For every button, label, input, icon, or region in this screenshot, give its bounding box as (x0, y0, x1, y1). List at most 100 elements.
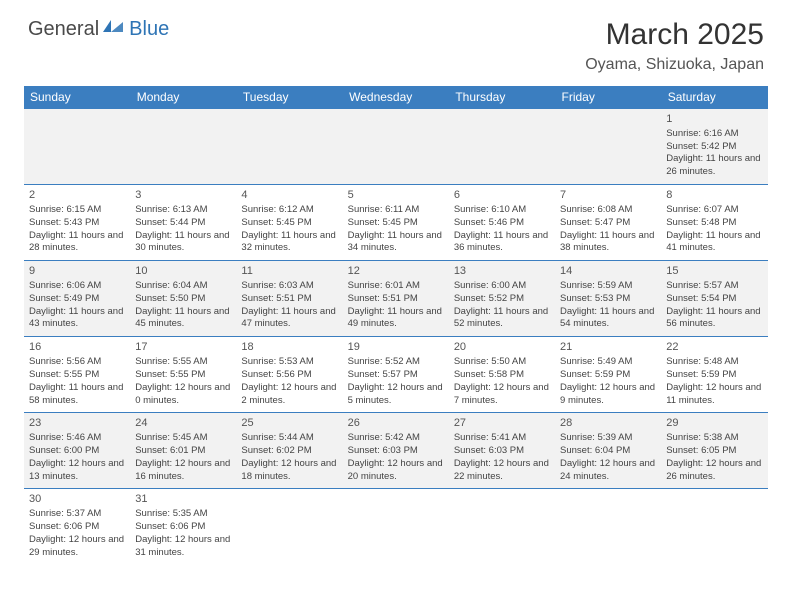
sunset-line: Sunset: 5:45 PM (348, 217, 444, 230)
sunset-line: Sunset: 5:55 PM (135, 369, 231, 382)
calendar-cell: 19Sunrise: 5:52 AMSunset: 5:57 PMDayligh… (343, 337, 449, 413)
sunset-line: Sunset: 5:58 PM (454, 369, 550, 382)
day-number: 28 (560, 416, 656, 431)
calendar-cell-empty (555, 109, 661, 185)
daylight-line: Daylight: 12 hours and 24 minutes. (560, 458, 656, 484)
daylight-line: Daylight: 12 hours and 16 minutes. (135, 458, 231, 484)
calendar-cell: 1Sunrise: 6:16 AMSunset: 5:42 PMDaylight… (661, 109, 767, 185)
calendar-cell: 25Sunrise: 5:44 AMSunset: 6:02 PMDayligh… (236, 413, 342, 489)
daylight-line: Daylight: 11 hours and 36 minutes. (454, 230, 550, 256)
calendar-cell-empty (555, 489, 661, 565)
day-number: 5 (348, 188, 444, 203)
sunrise-line: Sunrise: 6:12 AM (241, 204, 337, 217)
daylight-line: Daylight: 11 hours and 28 minutes. (29, 230, 125, 256)
day-number: 21 (560, 340, 656, 355)
sunrise-line: Sunrise: 5:55 AM (135, 356, 231, 369)
sunset-line: Sunset: 5:51 PM (241, 293, 337, 306)
day-number: 14 (560, 264, 656, 279)
weekday-header: Wednesday (343, 86, 449, 109)
calendar-cell-empty (236, 109, 342, 185)
sunrise-line: Sunrise: 6:07 AM (666, 204, 762, 217)
calendar-cell: 12Sunrise: 6:01 AMSunset: 5:51 PMDayligh… (343, 261, 449, 337)
daylight-line: Daylight: 12 hours and 22 minutes. (454, 458, 550, 484)
calendar-cell: 17Sunrise: 5:55 AMSunset: 5:55 PMDayligh… (130, 337, 236, 413)
calendar-cell: 14Sunrise: 5:59 AMSunset: 5:53 PMDayligh… (555, 261, 661, 337)
sunrise-line: Sunrise: 5:37 AM (29, 508, 125, 521)
calendar-cell: 31Sunrise: 5:35 AMSunset: 6:06 PMDayligh… (130, 489, 236, 565)
calendar-cell-empty (343, 109, 449, 185)
sunset-line: Sunset: 6:02 PM (241, 445, 337, 458)
sunrise-line: Sunrise: 5:35 AM (135, 508, 231, 521)
logo: General Blue (28, 18, 169, 41)
sunrise-line: Sunrise: 6:11 AM (348, 204, 444, 217)
daylight-line: Daylight: 12 hours and 11 minutes. (666, 382, 762, 408)
sunset-line: Sunset: 5:53 PM (560, 293, 656, 306)
sunset-line: Sunset: 5:46 PM (454, 217, 550, 230)
sunset-line: Sunset: 6:03 PM (454, 445, 550, 458)
daylight-line: Daylight: 11 hours and 47 minutes. (241, 306, 337, 332)
weekday-header: Friday (555, 86, 661, 109)
sunset-line: Sunset: 5:57 PM (348, 369, 444, 382)
day-number: 1 (666, 112, 762, 127)
day-number: 4 (241, 188, 337, 203)
sunrise-line: Sunrise: 5:59 AM (560, 280, 656, 293)
month-title: March 2025 (585, 18, 764, 52)
sunset-line: Sunset: 5:49 PM (29, 293, 125, 306)
daylight-line: Daylight: 11 hours and 54 minutes. (560, 306, 656, 332)
sunset-line: Sunset: 6:00 PM (29, 445, 125, 458)
calendar-cell-empty (343, 489, 449, 565)
logo-text-general: General (28, 18, 99, 41)
logo-flag-icon (103, 18, 125, 41)
sunset-line: Sunset: 5:44 PM (135, 217, 231, 230)
sunrise-line: Sunrise: 5:41 AM (454, 432, 550, 445)
calendar-row: 9Sunrise: 6:06 AMSunset: 5:49 PMDaylight… (24, 261, 768, 337)
day-number: 18 (241, 340, 337, 355)
day-number: 8 (666, 188, 762, 203)
day-number: 16 (29, 340, 125, 355)
weekday-header: Monday (130, 86, 236, 109)
sunrise-line: Sunrise: 5:53 AM (241, 356, 337, 369)
daylight-line: Daylight: 11 hours and 41 minutes. (666, 230, 762, 256)
day-number: 27 (454, 416, 550, 431)
sunset-line: Sunset: 5:43 PM (29, 217, 125, 230)
calendar-row: 1Sunrise: 6:16 AMSunset: 5:42 PMDaylight… (24, 109, 768, 185)
day-number: 13 (454, 264, 550, 279)
calendar-cell: 10Sunrise: 6:04 AMSunset: 5:50 PMDayligh… (130, 261, 236, 337)
sunset-line: Sunset: 6:06 PM (29, 521, 125, 534)
sunset-line: Sunset: 5:50 PM (135, 293, 231, 306)
sunset-line: Sunset: 5:42 PM (666, 141, 762, 154)
calendar-cell: 3Sunrise: 6:13 AMSunset: 5:44 PMDaylight… (130, 185, 236, 261)
daylight-line: Daylight: 12 hours and 9 minutes. (560, 382, 656, 408)
calendar-cell: 22Sunrise: 5:48 AMSunset: 5:59 PMDayligh… (661, 337, 767, 413)
sunset-line: Sunset: 6:03 PM (348, 445, 444, 458)
daylight-line: Daylight: 12 hours and 29 minutes. (29, 534, 125, 560)
daylight-line: Daylight: 11 hours and 56 minutes. (666, 306, 762, 332)
calendar-cell: 15Sunrise: 5:57 AMSunset: 5:54 PMDayligh… (661, 261, 767, 337)
sunset-line: Sunset: 6:04 PM (560, 445, 656, 458)
daylight-line: Daylight: 12 hours and 0 minutes. (135, 382, 231, 408)
sunrise-line: Sunrise: 5:52 AM (348, 356, 444, 369)
sunrise-line: Sunrise: 5:39 AM (560, 432, 656, 445)
sunrise-line: Sunrise: 6:15 AM (29, 204, 125, 217)
sunrise-line: Sunrise: 6:13 AM (135, 204, 231, 217)
sunset-line: Sunset: 5:56 PM (241, 369, 337, 382)
daylight-line: Daylight: 11 hours and 49 minutes. (348, 306, 444, 332)
sunrise-line: Sunrise: 6:08 AM (560, 204, 656, 217)
day-number: 9 (29, 264, 125, 279)
day-number: 15 (666, 264, 762, 279)
daylight-line: Daylight: 11 hours and 26 minutes. (666, 153, 762, 179)
daylight-line: Daylight: 11 hours and 58 minutes. (29, 382, 125, 408)
daylight-line: Daylight: 12 hours and 18 minutes. (241, 458, 337, 484)
calendar-cell: 24Sunrise: 5:45 AMSunset: 6:01 PMDayligh… (130, 413, 236, 489)
calendar-cell: 8Sunrise: 6:07 AMSunset: 5:48 PMDaylight… (661, 185, 767, 261)
sunrise-line: Sunrise: 5:44 AM (241, 432, 337, 445)
calendar-cell-empty (449, 489, 555, 565)
daylight-line: Daylight: 11 hours and 52 minutes. (454, 306, 550, 332)
sunrise-line: Sunrise: 5:42 AM (348, 432, 444, 445)
day-number: 22 (666, 340, 762, 355)
calendar-cell: 5Sunrise: 6:11 AMSunset: 5:45 PMDaylight… (343, 185, 449, 261)
day-number: 2 (29, 188, 125, 203)
sunset-line: Sunset: 5:55 PM (29, 369, 125, 382)
calendar-cell-empty (236, 489, 342, 565)
header: General Blue March 2025 Oyama, Shizuoka,… (0, 0, 792, 82)
